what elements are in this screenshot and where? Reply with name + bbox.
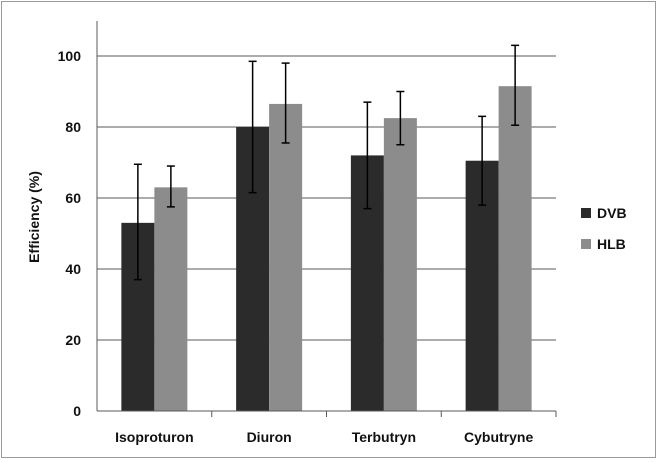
legend-swatch-dvb — [581, 208, 591, 218]
bar-hlb — [269, 103, 303, 412]
y-tick-label: 40 — [65, 261, 81, 277]
legend: DVB HLB — [581, 205, 627, 252]
legend-label-hlb: HLB — [597, 236, 626, 252]
error-bars — [133, 44, 520, 281]
axes: 0 20 40 60 80 100 Isoproturon Diuron Terbutryn Cy… — [58, 21, 557, 445]
bar-hlb — [383, 118, 417, 411]
y-tick-label: 100 — [58, 48, 82, 64]
y-tick-label: 0 — [73, 403, 81, 419]
y-tick-label: 20 — [65, 332, 81, 348]
legend-label-dvb: DVB — [597, 205, 627, 221]
bar-chart: 0 20 40 60 80 100 Isoproturon Diuron Terbutryn Cy… — [26, 21, 627, 445]
legend-swatch-hlb — [581, 239, 591, 249]
x-tick-label: Cybutryne — [464, 429, 533, 445]
x-tick-label: Diuron — [247, 429, 292, 445]
x-tick-label: Terbutryn — [352, 429, 416, 445]
y-tick-label: 80 — [65, 119, 81, 135]
bars — [121, 86, 532, 412]
x-tick-label: Isoproturon — [115, 429, 194, 445]
bar-hlb — [498, 86, 532, 412]
y-tick-label: 60 — [65, 190, 81, 206]
y-axis-label: Efficiency (%) — [26, 171, 42, 263]
bar-hlb — [154, 187, 188, 411]
